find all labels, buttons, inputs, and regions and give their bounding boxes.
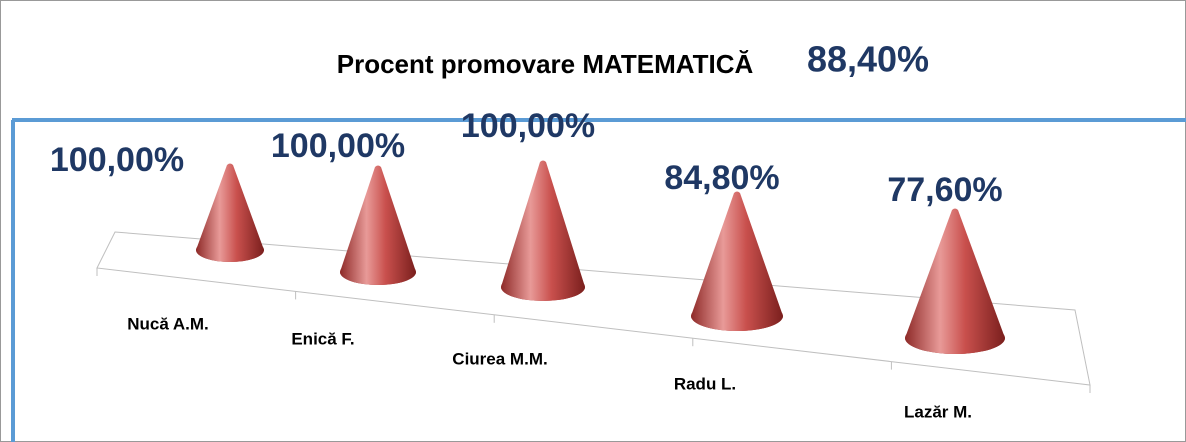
title-value: 88,40% (807, 39, 929, 80)
cone-body (905, 208, 1005, 354)
x-tick-label: Ciurea M.M. (452, 349, 547, 368)
chart-title: Procent promovare MATEMATICĂ (337, 49, 754, 79)
x-tick-label: Radu L. (674, 374, 736, 393)
value-label: 100,00% (271, 127, 405, 165)
cone (691, 191, 783, 331)
value-label: 84,80% (664, 159, 779, 197)
value-label: 77,60% (887, 171, 1002, 209)
cone-body (501, 160, 585, 301)
cone (196, 163, 264, 262)
x-tick-label: Enică F. (291, 329, 354, 348)
cone (905, 208, 1005, 354)
value-label: 100,00% (50, 141, 184, 179)
cone (340, 165, 416, 285)
cone-body (196, 163, 264, 262)
cone-body (691, 191, 783, 331)
cone-body (340, 165, 416, 285)
value-label: 100,00% (461, 107, 595, 145)
x-tick-label: Nucă A.M. (127, 314, 209, 333)
cone (501, 160, 585, 301)
x-tick-label: Lazăr M. (904, 402, 972, 421)
